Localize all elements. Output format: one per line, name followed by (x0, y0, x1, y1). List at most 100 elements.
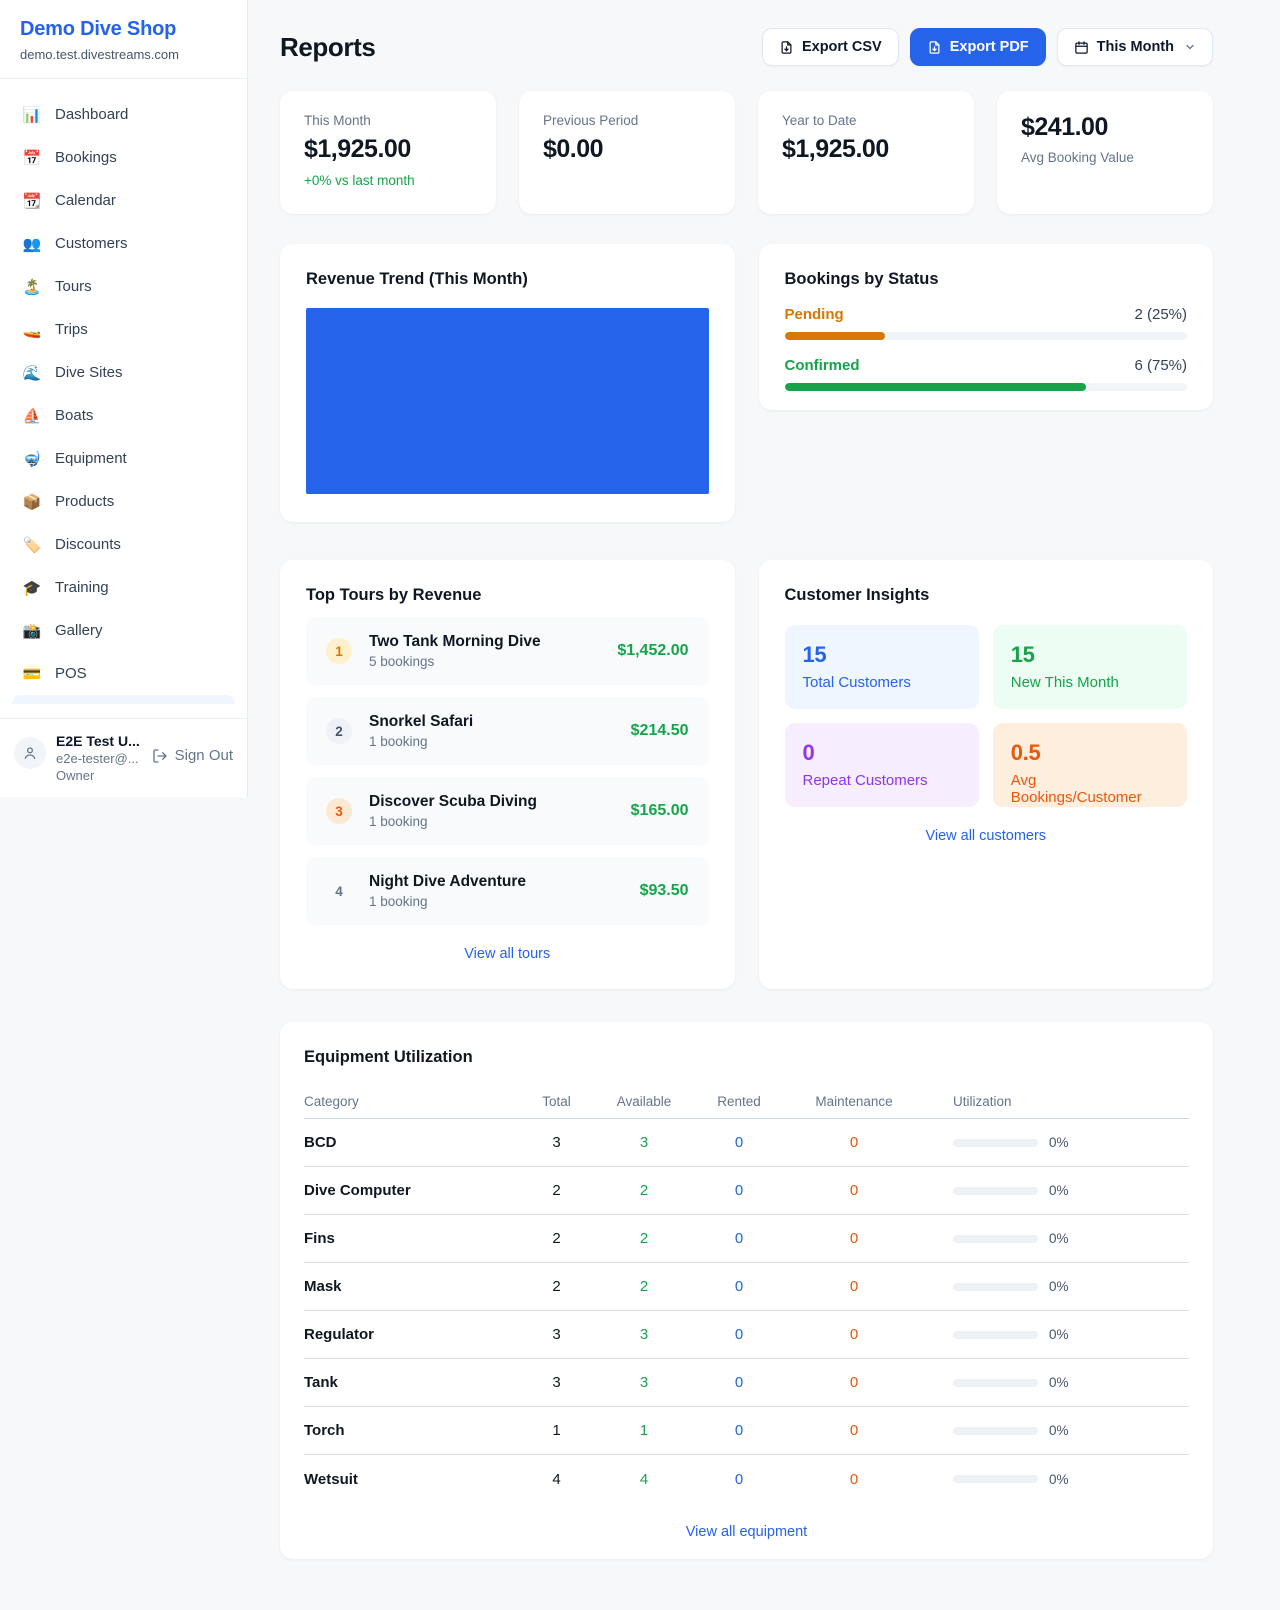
avatar (14, 737, 46, 769)
sidebar-item-dive-sites[interactable]: 🌊 Dive Sites (12, 351, 235, 394)
progress-bar (784, 383, 1187, 391)
insight-tile-repeat-customers: 0 Repeat Customers (784, 723, 979, 807)
tour-row[interactable]: 3 Discover Scuba Diving 1 booking $165.00 (306, 777, 709, 845)
equipment-category: Mask (304, 1278, 342, 1295)
sidebar-item-label: Dashboard (55, 106, 129, 123)
sidebar-item-tours[interactable]: 🏝️ Tours (12, 265, 235, 308)
brand-domain: demo.test.divestreams.com (20, 47, 179, 62)
dashboard-icon: 📊 (22, 106, 42, 124)
tour-row[interactable]: 1 Two Tank Morning Dive 5 bookings $1,452… (306, 617, 709, 685)
stat-delta: +0% vs last month (304, 173, 415, 188)
equipment-total: 3 (552, 1134, 561, 1151)
sidebar-item-label: Dive Sites (55, 364, 123, 381)
export-csv-button[interactable]: Export CSV (761, 28, 899, 66)
tile-label: New This Month (1010, 674, 1119, 691)
utilization-cell: 0% (919, 1279, 1189, 1294)
equipment-category: BCD (304, 1134, 337, 1151)
equipment-total: 3 (552, 1326, 561, 1343)
utilization-percent: 0% (1049, 1471, 1069, 1487)
tile-label: Repeat Customers (802, 772, 928, 789)
table-row: Mask 2 2 0 0 0% (304, 1263, 1189, 1311)
status-count: 6 (75%) (1134, 357, 1187, 374)
stat-label: This Month (304, 113, 371, 128)
equipment-category: Dive Computer (304, 1182, 411, 1199)
tour-bookings: 5 bookings (369, 654, 435, 669)
island-icon: 🏝️ (22, 278, 42, 296)
equipment-maintenance: 0 (849, 1230, 859, 1247)
user-section: E2E Test U... e2e-tester@... Owner Sign … (0, 718, 247, 797)
sidebar-item-products[interactable]: 📦 Products (12, 480, 235, 523)
equipment-total: 2 (552, 1230, 561, 1247)
stat-value: $241.00 (1021, 113, 1108, 141)
sidebar-item-trips[interactable]: 🚤 Trips (12, 308, 235, 351)
equipment-category: Regulator (304, 1326, 375, 1343)
tour-row[interactable]: 4 Night Dive Adventure 1 booking $93.50 (306, 857, 709, 925)
sidebar-item-discounts[interactable]: 🏷️ Discounts (12, 523, 235, 566)
view-all-customers-link[interactable]: View all customers (925, 828, 1047, 844)
tile-label: Avg Bookings/Customer (1010, 772, 1142, 806)
sidebar-item-calendar[interactable]: 📆 Calendar (12, 179, 235, 222)
sidebar-item-equipment[interactable]: 🤿 Equipment (12, 437, 235, 480)
sidebar-item-training[interactable]: 🎓 Training (12, 566, 235, 609)
sidebar-item-label: Calendar (55, 192, 116, 209)
utilization-cell: 0% (919, 1472, 1189, 1487)
camera-icon: 📸 (22, 622, 42, 640)
revenue-trend-title: Revenue Trend (This Month) (306, 270, 528, 288)
rank-badge: 2 (326, 718, 352, 744)
brand-name: Demo Dive Shop (20, 18, 177, 40)
sidebar-item-label: Equipment (55, 450, 127, 467)
sidebar-item-label: Gallery (55, 622, 103, 639)
sidebar-item-label: POS (55, 665, 87, 682)
sidebar-item-label: Bookings (55, 149, 117, 166)
sidebar-item-customers[interactable]: 👥 Customers (12, 222, 235, 265)
customer-insights-title: Customer Insights (784, 586, 930, 604)
table-row: Tank 3 3 0 0 0% (304, 1359, 1189, 1407)
export-pdf-button[interactable]: Export PDF (909, 28, 1046, 66)
person-icon (24, 747, 36, 759)
column-total: Total (542, 1094, 571, 1109)
stat-label: Avg Booking Value (1021, 150, 1134, 165)
equipment-category: Wetsuit (304, 1470, 358, 1488)
tile-label: Total Customers (802, 674, 911, 691)
view-all-tours-link[interactable]: View all tours (464, 946, 551, 962)
user-email: e2e-tester@... (56, 751, 139, 766)
sidebar-item-dashboard[interactable]: 📊 Dashboard (12, 93, 235, 136)
sign-out-button[interactable]: Sign Out (152, 747, 233, 764)
column-utilization: Utilization (953, 1094, 1012, 1109)
equipment-total: 2 (552, 1182, 561, 1199)
sidebar-item-bookings[interactable]: 📅 Bookings (12, 136, 235, 179)
sidebar-item-label: Customers (55, 235, 128, 252)
tour-name: Discover Scuba Diving (369, 793, 537, 810)
tour-row[interactable]: 2 Snorkel Safari 1 booking $214.50 (306, 697, 709, 765)
equipment-rented: 0 (734, 1470, 744, 1488)
customer-insights-card: Customer Insights 15 Total Customers 15 … (758, 560, 1213, 989)
view-all-equipment-link[interactable]: View all equipment (685, 1524, 808, 1540)
equipment-maintenance: 0 (849, 1278, 859, 1295)
sidebar-item-gallery[interactable]: 📸 Gallery (12, 609, 235, 652)
table-header: Category Total Available Rented Maintena… (304, 1085, 1189, 1119)
stat-value: $1,925.00 (304, 135, 411, 163)
sailboat-icon: ⛵ (22, 407, 42, 425)
tile-value: 0 (802, 740, 815, 765)
utilization-percent: 0% (1049, 1279, 1069, 1294)
brand: Demo Dive Shop demo.test.divestreams.com (0, 0, 247, 79)
equipment-total: 3 (552, 1374, 561, 1391)
sidebar-item-boats[interactable]: ⛵ Boats (12, 394, 235, 437)
equipment-table: Category Total Available Rented Maintena… (304, 1085, 1189, 1503)
sidebar-item-label: Discounts (55, 536, 121, 553)
wave-icon: 🌊 (22, 364, 42, 382)
stat-value: $0.00 (543, 135, 604, 163)
stat-label: Year to Date (782, 113, 857, 128)
bookings-by-status-title: Bookings by Status (784, 270, 939, 288)
tour-name: Two Tank Morning Dive (369, 633, 541, 650)
user-name: E2E Test U... (56, 733, 140, 749)
tour-bookings: 1 booking (369, 894, 428, 909)
sidebar-item-pos[interactable]: 💳 POS (12, 652, 235, 695)
utilization-cell: 0% (919, 1375, 1189, 1390)
period-select[interactable]: This Month (1056, 28, 1213, 66)
tour-revenue: $165.00 (630, 802, 689, 819)
sidebar-item-label: Training (55, 579, 109, 596)
table-row: Wetsuit 4 4 0 0 0% (304, 1455, 1189, 1503)
sidebar-item-reports-partial[interactable] (12, 695, 235, 704)
column-category: Category (304, 1094, 359, 1109)
